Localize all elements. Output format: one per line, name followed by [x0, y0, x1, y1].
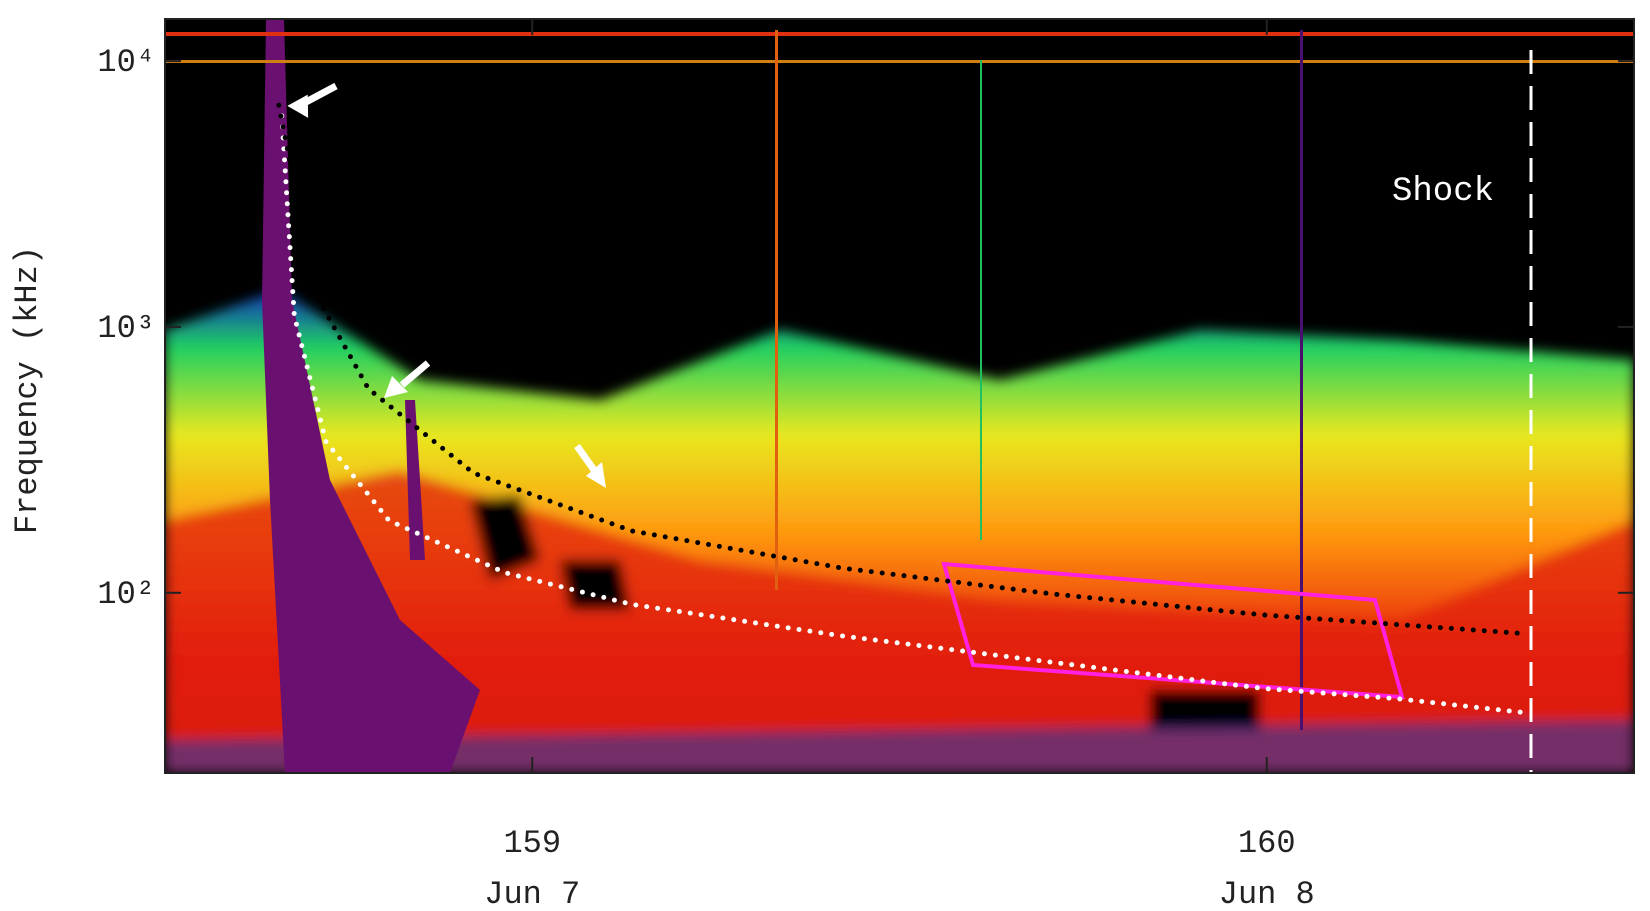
plot-frame [164, 18, 1635, 774]
arrowhead [287, 94, 309, 118]
emission-gap [470, 495, 540, 580]
x-tick-label: 159 [503, 825, 561, 862]
spectrogram-intensity [165, 290, 1634, 773]
arrowhead [586, 462, 606, 488]
model-curve [276, 102, 1528, 637]
emission-gap [1150, 690, 1260, 730]
x-date-label: Jun 8 [1219, 876, 1315, 911]
y-tick-label: 10⁴ [97, 44, 155, 81]
model-curve [279, 113, 1528, 716]
spectrogram: Shock [165, 19, 1634, 773]
y-tick-label: 10³ [97, 310, 155, 347]
intense-burst [405, 400, 425, 560]
burst-streak [1300, 30, 1303, 730]
intense-burst [262, 20, 480, 773]
y-axis-label: Frequency (kHz) [9, 246, 46, 534]
arrow [399, 360, 431, 388]
y-tick-label: 10² [97, 576, 155, 613]
interference-line [165, 60, 1634, 63]
arrowhead [384, 376, 408, 398]
x-date-label: Jun 7 [484, 876, 580, 911]
burst-streak [980, 60, 982, 540]
annotation: Shock [1392, 173, 1494, 211]
arrow [574, 443, 597, 473]
interference-line [165, 32, 1634, 36]
emission-gap [560, 560, 630, 610]
burst-streak [775, 30, 778, 590]
arrow [304, 82, 338, 106]
arrows [287, 82, 606, 488]
x-tick-label: 160 [1238, 825, 1296, 862]
highlight-region [941, 561, 1405, 700]
